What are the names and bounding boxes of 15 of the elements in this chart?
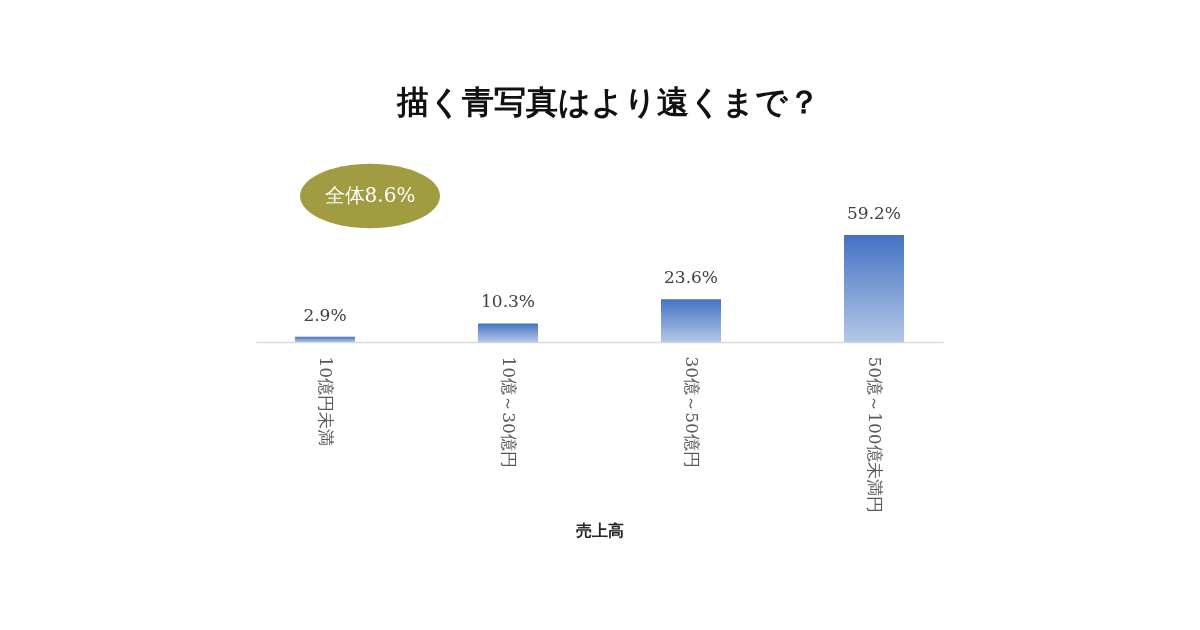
chart-title: 描く青写真はより遠くまで？ — [396, 83, 820, 121]
x-axis-title: 売上高 — [576, 520, 624, 540]
x-tick-label: 50億～100億未満円 — [865, 356, 886, 513]
x-tick-label: 30億～50億円 — [682, 356, 702, 468]
data-label: 2.9% — [303, 304, 347, 325]
text: 全体8.6% — [324, 183, 416, 207]
bar — [660, 299, 722, 342]
bar — [843, 235, 905, 342]
bar — [294, 336, 356, 342]
data-label: 59.2% — [847, 203, 902, 223]
x-tick-label: 10億円未満 — [315, 356, 336, 447]
bar — [477, 323, 539, 342]
data-label: 10.3% — [480, 291, 536, 312]
x-tick-label: 10億～30億円 — [499, 356, 519, 468]
data-label: 23.6% — [663, 267, 719, 288]
